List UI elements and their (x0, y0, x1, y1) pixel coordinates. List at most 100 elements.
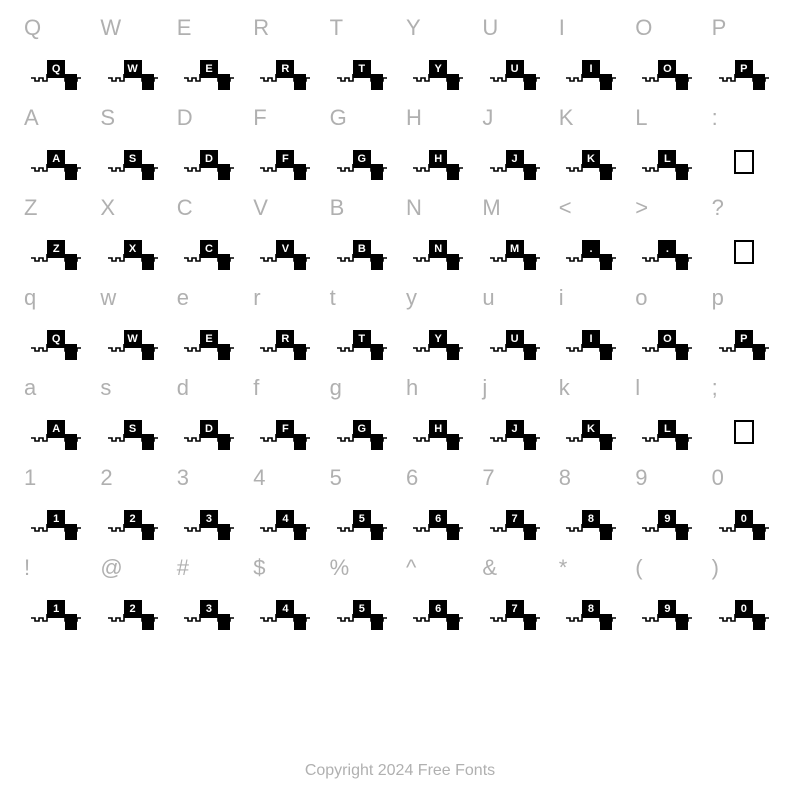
glyph-letter: D (205, 424, 213, 435)
glyph-letter: D (205, 154, 213, 165)
glyph-side-icon (371, 524, 383, 540)
key-label: A (20, 102, 92, 134)
font-glyph: 5 (337, 594, 387, 630)
glyph-side-icon (676, 434, 688, 450)
glyph-letter: L (664, 154, 671, 165)
key-label: # (173, 552, 245, 584)
font-glyph: 0 (719, 504, 769, 540)
glyph-cell: 7 (478, 584, 550, 640)
label-row: !@#$%^&*() (20, 552, 780, 584)
row-pair: asdfghjkl; A S D F G H J K L (20, 372, 780, 462)
key-label: : (708, 102, 780, 134)
glyph-side-icon (65, 164, 77, 180)
key-label: J (478, 102, 550, 134)
font-glyph: 9 (642, 594, 692, 630)
glyph-cell: I (555, 314, 627, 370)
glyph-cell: J (478, 134, 550, 190)
font-glyph: L (642, 414, 692, 450)
key-label: O (631, 12, 703, 44)
key-label: ! (20, 552, 92, 584)
glyph-box: 1 (47, 510, 65, 528)
glyph-side-icon (524, 614, 536, 630)
glyph-letter: 9 (664, 604, 670, 615)
key-label: M (478, 192, 550, 224)
font-glyph: P (719, 324, 769, 360)
glyph-box: 6 (429, 510, 447, 528)
font-glyph: F (260, 414, 310, 450)
glyph-letter: T (358, 334, 365, 345)
font-glyph: 9 (642, 504, 692, 540)
glyph-letter: 5 (359, 514, 365, 525)
font-glyph: X (108, 234, 158, 270)
glyph-box: S (124, 420, 142, 438)
font-glyph: 8 (566, 594, 616, 630)
glyph-side-icon (142, 344, 154, 360)
key-label: u (478, 282, 550, 314)
font-glyph: B (337, 234, 387, 270)
glyph-side-icon (447, 74, 459, 90)
key-label: L (631, 102, 703, 134)
glyph-side-icon (65, 614, 77, 630)
glyph-row: 1 2 3 4 5 6 7 8 9 0 (20, 494, 780, 550)
glyph-side-icon (753, 524, 765, 540)
glyph-side-icon (524, 344, 536, 360)
glyph-box: R (276, 60, 294, 78)
glyph-cell: V (249, 224, 321, 280)
key-label: 5 (326, 462, 398, 494)
key-label: G (326, 102, 398, 134)
glyph-letter: S (129, 424, 136, 435)
glyph-box: 0 (735, 600, 753, 618)
glyph-side-icon (218, 614, 230, 630)
glyph-box: G (353, 150, 371, 168)
glyph-cell: 3 (173, 494, 245, 550)
glyph-row: Z X C V B N M . . (20, 224, 780, 280)
glyph-cell: X (96, 224, 168, 280)
glyph-cell: E (173, 44, 245, 100)
glyph-cell: Q (20, 44, 92, 100)
glyph-box: W (124, 60, 142, 78)
glyph-box: . (582, 240, 600, 258)
glyph-side-icon (524, 74, 536, 90)
font-glyph: J (490, 414, 540, 450)
row-pair: qwertyuiop Q W E R T Y U I O P (20, 282, 780, 372)
glyph-letter: 8 (588, 514, 594, 525)
font-glyph: . (642, 234, 692, 270)
glyph-cell: 4 (249, 584, 321, 640)
glyph-cell: 5 (326, 494, 398, 550)
glyph-letter: X (129, 244, 136, 255)
label-row: ASDFGHJKL: (20, 102, 780, 134)
glyph-box: T (353, 60, 371, 78)
glyph-cell: 3 (173, 584, 245, 640)
key-label: j (478, 372, 550, 404)
glyph-side-icon (218, 344, 230, 360)
key-label: a (20, 372, 92, 404)
glyph-cell: S (96, 404, 168, 460)
glyph-cell: F (249, 134, 321, 190)
font-glyph: W (108, 324, 158, 360)
key-label: B (326, 192, 398, 224)
glyph-cell: N (402, 224, 474, 280)
glyph-cell: U (478, 44, 550, 100)
key-label: t (326, 282, 398, 314)
glyph-cell: L (631, 134, 703, 190)
glyph-box: K (582, 420, 600, 438)
glyph-letter: 1 (53, 604, 59, 615)
glyph-letter: Q (52, 334, 61, 345)
key-label: C (173, 192, 245, 224)
font-glyph: A (31, 144, 81, 180)
label-row: 1234567890 (20, 462, 780, 494)
key-label: 6 (402, 462, 474, 494)
glyph-box: O (658, 60, 676, 78)
glyph-letter: 2 (130, 604, 136, 615)
glyph-cell: 1 (20, 584, 92, 640)
glyph-box: R (276, 330, 294, 348)
glyph-box: . (658, 240, 676, 258)
font-glyph: V (260, 234, 310, 270)
glyph-box: J (506, 420, 524, 438)
font-glyph: J (490, 144, 540, 180)
empty-glyph-icon (734, 420, 754, 444)
glyph-side-icon (676, 614, 688, 630)
font-glyph: Z (31, 234, 81, 270)
glyph-side-icon (371, 434, 383, 450)
glyph-letter: M (510, 244, 519, 255)
